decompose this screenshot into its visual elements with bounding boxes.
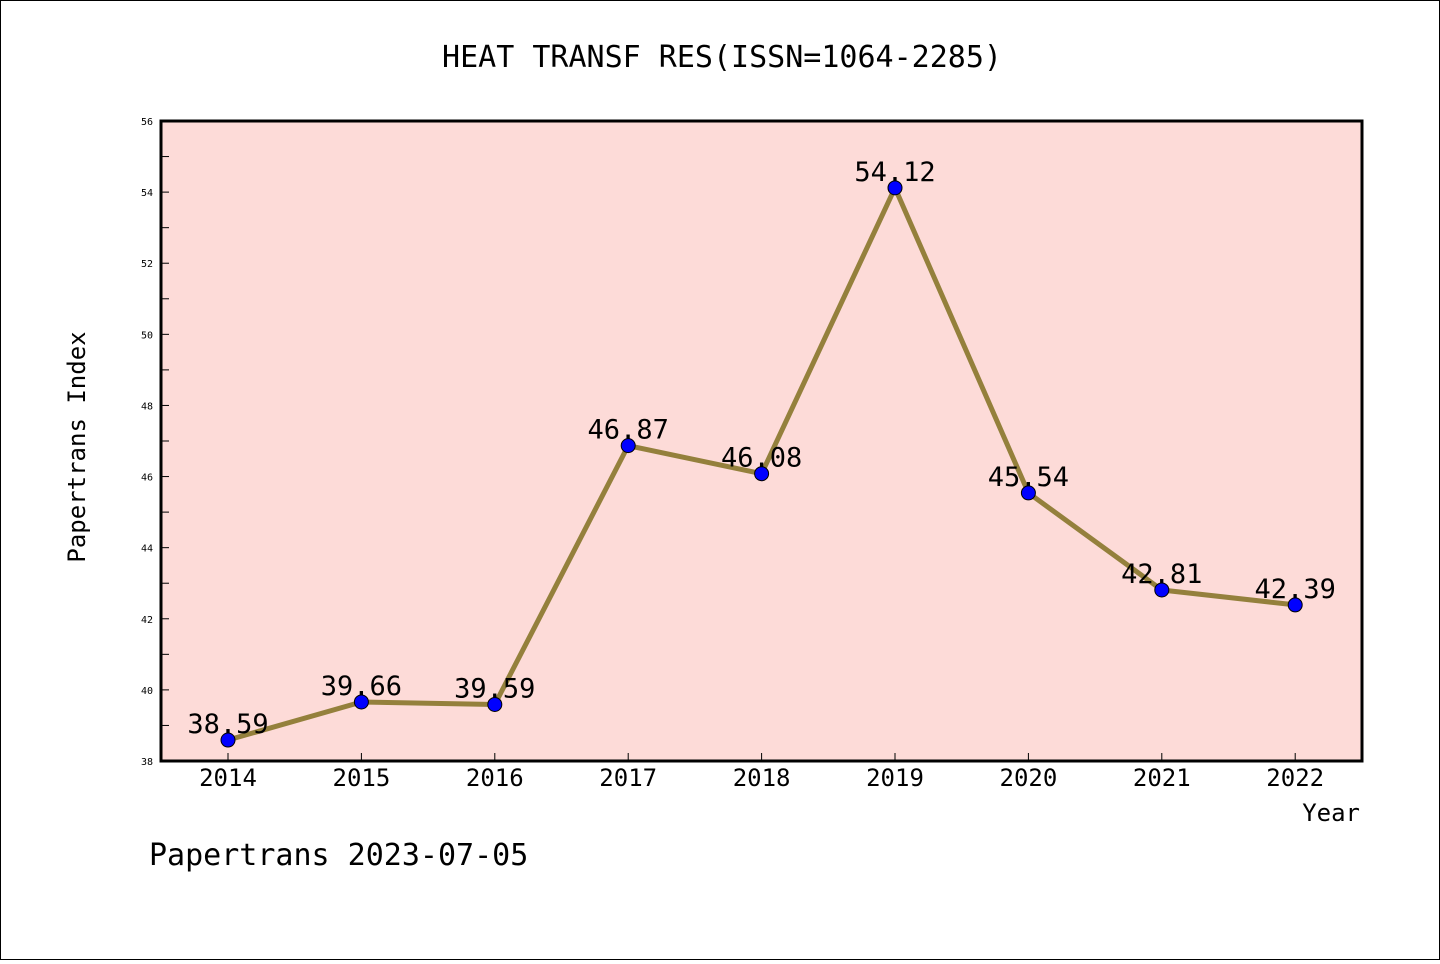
data-label: 42.39: [1255, 574, 1336, 605]
data-point: [754, 466, 770, 482]
y-tick-label: 42: [141, 615, 153, 626]
y-axis-title: Papertrans Index: [63, 331, 91, 562]
x-tick-label: 2019: [866, 764, 924, 792]
data-label: 46.08: [721, 443, 802, 474]
series-line-group: [220, 180, 1303, 748]
y-tick-label: 38: [141, 757, 153, 768]
data-point: [1154, 582, 1170, 598]
y-axis: 38 40 42 44 46 48 50 52 54 56: [141, 117, 169, 768]
data-point: [887, 180, 903, 196]
data-point: [353, 694, 369, 710]
x-tick-label: 2016: [466, 764, 524, 792]
data-point: [1020, 485, 1036, 501]
x-tick-label: 2022: [1266, 764, 1324, 792]
data-label-group: 38.59 39.66 39.59 46.87 46.08 54.12 45.54 42.81…: [187, 157, 1335, 740]
data-point: [487, 696, 503, 712]
data-label: 39.66: [321, 671, 402, 702]
data-point: [1287, 597, 1303, 613]
plot-area: [159, 119, 1364, 763]
y-tick-label: 40: [141, 686, 153, 697]
y-tick-label: 48: [141, 401, 153, 412]
x-axis: 2014 2015 2016 2017 2018 2019 2020 2021 2022: [199, 753, 1324, 792]
x-tick-label: 2015: [333, 764, 391, 792]
data-label: 38.59: [187, 709, 268, 740]
x-tick-label: 2017: [599, 764, 657, 792]
data-point: [620, 438, 636, 454]
y-tick-label: 54: [141, 188, 153, 199]
y-tick-label: 56: [141, 117, 153, 128]
data-label: 39.59: [454, 673, 535, 704]
x-tick-label: 2020: [1000, 764, 1058, 792]
data-label: 46.87: [588, 415, 669, 446]
x-axis-title: Year: [1302, 799, 1360, 827]
x-tick-label: 2014: [199, 764, 257, 792]
data-label: 54.12: [854, 157, 935, 188]
y-tick-label: 50: [141, 330, 153, 341]
data-point: [220, 732, 236, 748]
y-tick-label: 52: [141, 259, 153, 270]
y-tick-label: 46: [141, 473, 153, 484]
x-tick-label: 2018: [733, 764, 791, 792]
footer-text: Papertrans 2023-07-05: [149, 838, 528, 873]
x-tick-label: 2021: [1133, 764, 1191, 792]
data-label: 42.81: [1121, 559, 1202, 590]
chart-title: HEAT TRANSF RES(ISSN=1064-2285): [442, 40, 1002, 75]
data-label: 45.54: [988, 462, 1069, 493]
y-tick-label: 44: [141, 544, 153, 555]
